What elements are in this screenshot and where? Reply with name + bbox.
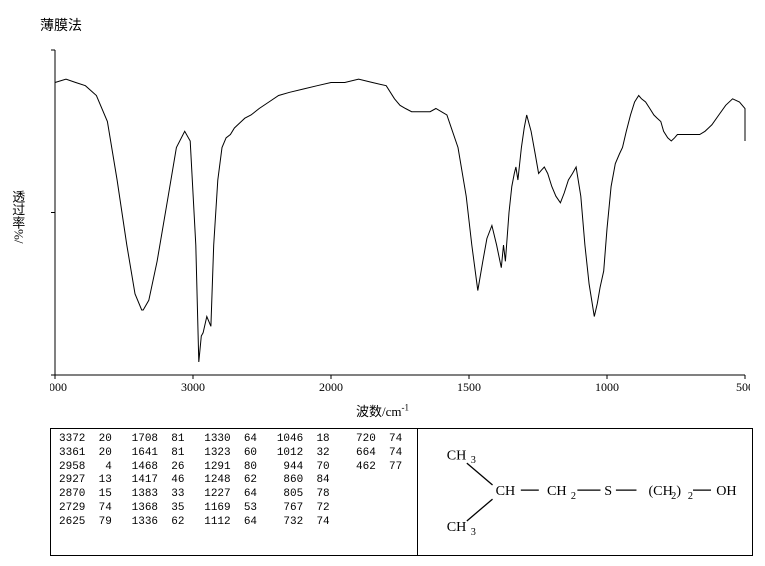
x-axis-label: 波数/cm-1 <box>10 401 755 420</box>
svg-text:500: 500 <box>736 380 750 394</box>
ir-spectrum-chart: 透过率 /% 05010040003000200015001000500 波数/… <box>10 40 755 420</box>
svg-text:CH: CH <box>447 447 467 463</box>
svg-text:CH: CH <box>547 483 567 499</box>
molecule-structure: CH3CH3CHCH2S(CH )22OH <box>418 429 752 555</box>
svg-text:1000: 1000 <box>595 380 619 394</box>
svg-text:CH: CH <box>447 519 467 535</box>
svg-text:(CH ): (CH ) <box>648 483 681 499</box>
peaks-table: 3372 20 1708 81 1330 64 1046 18 720 74 3… <box>51 429 418 555</box>
svg-text:1500: 1500 <box>457 380 481 394</box>
bottom-panel: 3372 20 1708 81 1330 64 1046 18 720 74 3… <box>50 428 753 556</box>
svg-text:S: S <box>604 483 612 499</box>
svg-text:4000: 4000 <box>50 380 67 394</box>
svg-text:2: 2 <box>671 491 676 502</box>
svg-text:3: 3 <box>471 527 476 538</box>
chart-title: 薄膜法 <box>40 15 755 35</box>
svg-text:2000: 2000 <box>319 380 343 394</box>
svg-text:3: 3 <box>471 455 476 466</box>
y-axis-label: 透过率 /% <box>10 190 28 247</box>
svg-text:OH: OH <box>716 483 736 499</box>
svg-text:3000: 3000 <box>181 380 205 394</box>
svg-text:CH: CH <box>495 483 515 499</box>
svg-text:2: 2 <box>571 491 576 502</box>
svg-text:2: 2 <box>688 491 693 502</box>
spectrum-plot: 05010040003000200015001000500 <box>50 45 750 400</box>
